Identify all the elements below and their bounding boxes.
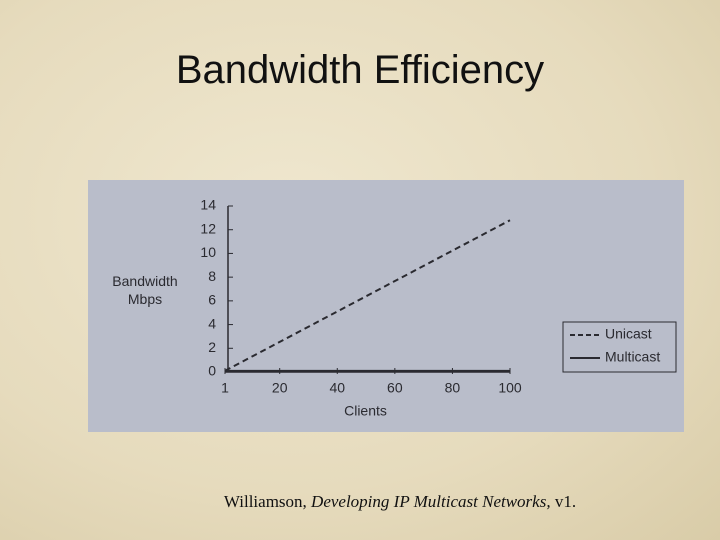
y-tick-label: 2 xyxy=(208,339,216,355)
y-tick-label: 14 xyxy=(200,197,216,213)
x-tick-label: 1 xyxy=(221,380,229,396)
x-tick-label: 20 xyxy=(272,380,288,396)
x-axis-label: Clients xyxy=(344,403,387,419)
series-line xyxy=(224,219,511,372)
chart-photo xyxy=(88,180,684,432)
y-tick-label: 6 xyxy=(208,292,216,308)
caption-author: Williamson, xyxy=(223,492,307,511)
y-axis-label: Bandwidth Mbps xyxy=(112,273,178,307)
legend-box xyxy=(562,321,677,373)
x-tick-label: 60 xyxy=(387,380,403,396)
y-tick-label: 4 xyxy=(208,315,216,331)
x-tick-label: 40 xyxy=(329,380,345,396)
x-tick-label: 100 xyxy=(498,380,522,396)
slide-title: Bandwidth Efficiency xyxy=(175,48,545,92)
legend-label: Unicast xyxy=(605,326,652,342)
y-tick-label: 8 xyxy=(208,268,216,284)
caption-work: Developing IP Multicast Networks, xyxy=(311,492,551,511)
legend-label: Multicast xyxy=(605,349,660,365)
y-tick-label: 10 xyxy=(200,244,216,260)
y-tick-label: 12 xyxy=(200,220,216,236)
caption: Williamson, Developing IP Multicast Netw… xyxy=(0,492,720,512)
y-tick-label: 0 xyxy=(208,363,216,379)
x-tick-label: 80 xyxy=(445,380,461,396)
caption-version: v1. xyxy=(554,492,577,511)
